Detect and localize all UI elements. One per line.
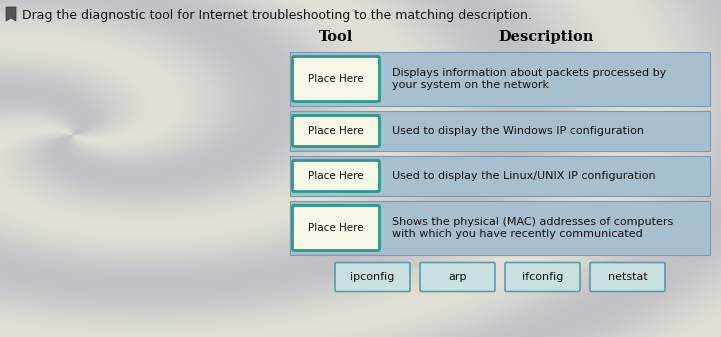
Text: Description: Description (498, 30, 593, 44)
Text: Place Here: Place Here (308, 171, 364, 181)
FancyBboxPatch shape (420, 263, 495, 292)
FancyBboxPatch shape (290, 201, 710, 255)
FancyBboxPatch shape (293, 206, 379, 250)
Text: Used to display the Linux/UNIX IP configuration: Used to display the Linux/UNIX IP config… (392, 171, 655, 181)
Text: netstat: netstat (608, 272, 647, 282)
Text: Shows the physical (MAC) addresses of computers
with which you have recently com: Shows the physical (MAC) addresses of co… (392, 217, 673, 239)
FancyBboxPatch shape (290, 111, 710, 151)
FancyBboxPatch shape (293, 57, 379, 101)
Text: Place Here: Place Here (308, 126, 364, 136)
Text: ifconfig: ifconfig (522, 272, 563, 282)
Text: Tool: Tool (319, 30, 353, 44)
FancyBboxPatch shape (293, 116, 379, 147)
FancyBboxPatch shape (290, 52, 710, 106)
FancyBboxPatch shape (505, 263, 580, 292)
Text: Place Here: Place Here (308, 74, 364, 84)
FancyBboxPatch shape (590, 263, 665, 292)
Text: Place Here: Place Here (308, 223, 364, 233)
Polygon shape (6, 7, 16, 21)
Text: arp: arp (448, 272, 466, 282)
Text: Used to display the Windows IP configuration: Used to display the Windows IP configura… (392, 126, 644, 136)
FancyBboxPatch shape (293, 160, 379, 191)
Text: Drag the diagnostic tool for Internet troubleshooting to the matching descriptio: Drag the diagnostic tool for Internet tr… (22, 9, 532, 22)
Text: Displays information about packets processed by
your system on the network: Displays information about packets proce… (392, 68, 666, 90)
FancyBboxPatch shape (290, 156, 710, 196)
Text: ipconfig: ipconfig (350, 272, 394, 282)
FancyBboxPatch shape (335, 263, 410, 292)
